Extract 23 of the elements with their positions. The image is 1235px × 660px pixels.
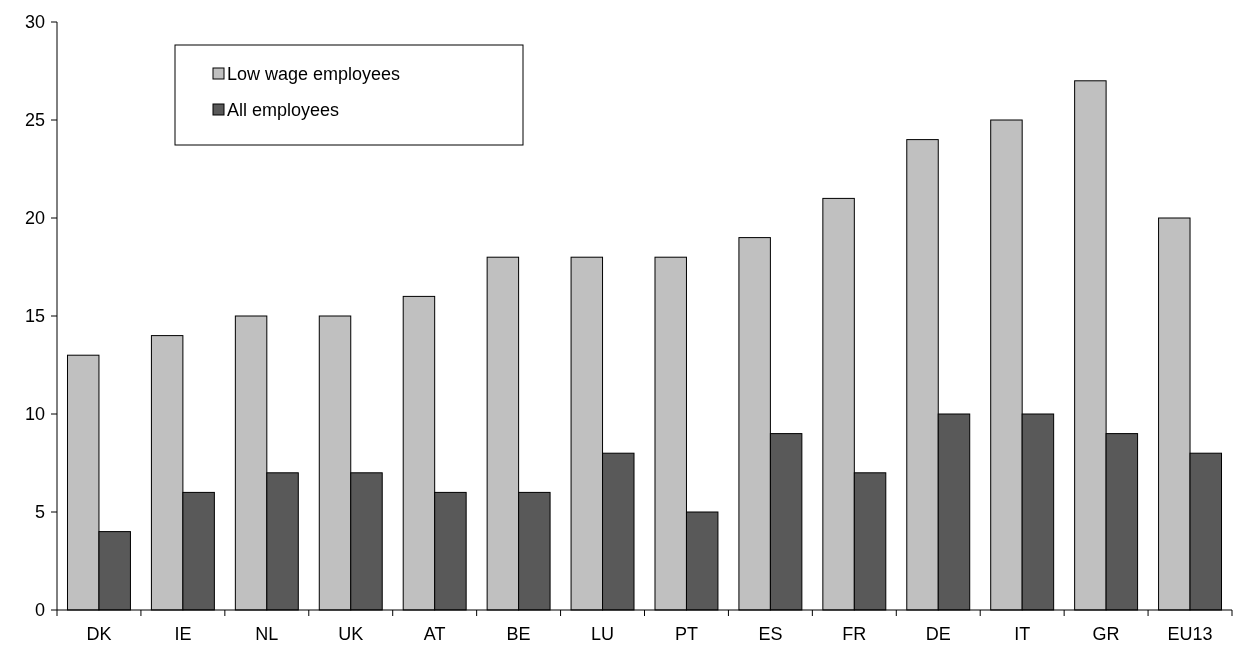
x-tick-label: UK bbox=[338, 624, 364, 644]
y-tick-label: 0 bbox=[34, 600, 45, 621]
x-tick-label: AT bbox=[423, 624, 446, 644]
y-tick-label: 10 bbox=[24, 404, 45, 425]
legend-label: Low wage employees bbox=[227, 64, 401, 85]
y-tick-label: 30 bbox=[24, 12, 45, 33]
x-tick-label: GR bbox=[1092, 624, 1120, 644]
x-tick-label: BE bbox=[506, 624, 531, 644]
x-tick-label: EU13 bbox=[1167, 624, 1213, 644]
x-tick-label: LU bbox=[591, 624, 615, 644]
x-tick-label: PT bbox=[674, 624, 698, 644]
y-tick-label: 20 bbox=[24, 208, 45, 229]
legend-label: All employees bbox=[227, 100, 340, 121]
x-tick-label: FR bbox=[842, 624, 867, 644]
x-tick-label: IT bbox=[1014, 624, 1031, 644]
x-tick-label: ES bbox=[758, 624, 783, 644]
y-tick-label: 15 bbox=[24, 306, 45, 327]
y-tick-label: 25 bbox=[24, 110, 45, 131]
x-tick-label: NL bbox=[255, 624, 279, 644]
x-tick-label: DK bbox=[86, 624, 112, 644]
y-tick-label: 5 bbox=[34, 502, 45, 523]
x-tick-label: DE bbox=[925, 624, 951, 644]
x-tick-label: IE bbox=[174, 624, 192, 644]
